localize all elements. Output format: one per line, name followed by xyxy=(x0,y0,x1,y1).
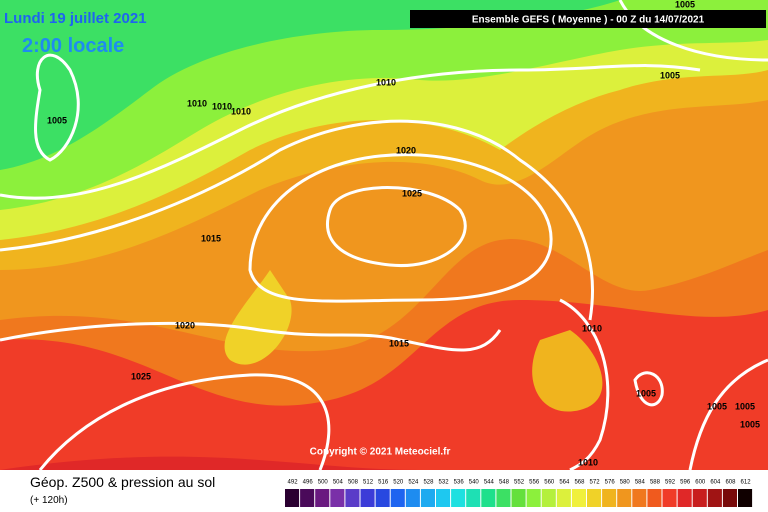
header-box xyxy=(410,10,766,28)
isobar-label: 1015 xyxy=(201,233,221,243)
legend-label: 608 xyxy=(725,480,736,486)
legend-swatch xyxy=(360,489,375,507)
legend-label: 520 xyxy=(393,480,404,486)
isobar-label: 1010 xyxy=(376,77,396,87)
legend-label: 592 xyxy=(665,480,676,486)
isobar-label: 1020 xyxy=(396,145,416,155)
legend-label: 552 xyxy=(514,480,525,486)
isobar-label: 1005 xyxy=(707,401,727,411)
isobar-label: 1010 xyxy=(187,98,207,108)
legend-label: 500 xyxy=(318,480,329,486)
legend-label: 612 xyxy=(741,480,752,486)
legend-swatch xyxy=(556,489,571,507)
isobar-label: 1015 xyxy=(389,338,409,348)
isobar-label: 1005 xyxy=(675,0,695,9)
isobar-label: 1010 xyxy=(231,106,251,116)
legend-swatch xyxy=(662,489,677,507)
legend-label: 572 xyxy=(590,480,601,486)
legend-label: 496 xyxy=(303,480,314,486)
legend-label: 556 xyxy=(529,480,540,486)
model-info: Ensemble GEFS ( Moyenne ) - 00 Z du 14/0… xyxy=(472,15,705,26)
legend-swatch xyxy=(647,489,662,507)
isobar-label: 1005 xyxy=(47,115,67,125)
isobar-label: 1025 xyxy=(402,188,422,198)
legend-label: 580 xyxy=(620,480,631,486)
legend-label: 492 xyxy=(288,480,299,486)
legend-label: 564 xyxy=(559,480,570,486)
copyright: Copyright © 2021 Meteociel.fr xyxy=(310,447,451,458)
legend-label: 584 xyxy=(635,480,646,486)
legend-label: 596 xyxy=(680,480,691,486)
isobar-label: 1010 xyxy=(582,323,602,333)
isobar-label: 1010 xyxy=(578,457,598,467)
legend-label: 544 xyxy=(484,480,495,486)
isobar-label: 1005 xyxy=(660,70,680,80)
lead-time: (+ 120h) xyxy=(30,495,68,506)
legend-swatch xyxy=(587,489,602,507)
legend-label: 504 xyxy=(333,480,344,486)
zone-amber-blob xyxy=(532,330,603,412)
isobar-label: 1020 xyxy=(175,320,195,330)
legend-swatch xyxy=(285,489,300,507)
legend-swatch xyxy=(496,489,511,507)
zone-red xyxy=(0,456,420,470)
legend-label: 508 xyxy=(348,480,359,486)
legend-label: 600 xyxy=(695,480,706,486)
legend-swatch xyxy=(707,489,722,507)
legend-swatch xyxy=(632,489,647,507)
isobar-label: 1005 xyxy=(740,419,760,429)
legend-swatch xyxy=(677,489,692,507)
legend-swatch xyxy=(526,489,541,507)
isobar-label: 1005 xyxy=(636,388,656,398)
legend-swatch xyxy=(315,489,330,507)
legend-swatch xyxy=(390,489,405,507)
legend-label: 524 xyxy=(408,480,419,486)
isobars xyxy=(0,0,768,472)
legend-swatch xyxy=(617,489,632,507)
legend-label: 560 xyxy=(544,480,555,486)
legend-label: 568 xyxy=(574,480,585,486)
legend-label: 512 xyxy=(363,480,374,486)
legend-swatch xyxy=(345,489,360,507)
local-time: 2:00 locale xyxy=(22,35,124,57)
legend-swatch xyxy=(420,489,435,507)
legend-swatch xyxy=(738,489,753,507)
legend-swatch xyxy=(300,489,315,507)
isobar-label: 1025 xyxy=(131,371,151,381)
legend-swatch xyxy=(330,489,345,507)
footer-title: Géop. Z500 & pression au sol xyxy=(30,474,215,490)
legend-label: 604 xyxy=(710,480,721,486)
legend-swatch xyxy=(451,489,466,507)
legend-swatch xyxy=(375,489,390,507)
legend-swatch xyxy=(436,489,451,507)
legend-label: 548 xyxy=(499,480,510,486)
isobar-label: 1010 xyxy=(212,101,232,111)
legend-label: 576 xyxy=(605,480,616,486)
legend-swatch xyxy=(405,489,420,507)
legend-label: 588 xyxy=(650,480,661,486)
legend-swatch xyxy=(722,489,737,507)
legend-label: 532 xyxy=(439,480,450,486)
legend-label: 516 xyxy=(378,480,389,486)
legend-label: 528 xyxy=(423,480,434,486)
date-title: Lundi 19 juillet 2021 xyxy=(4,10,147,27)
legend-swatch xyxy=(511,489,526,507)
isobar-label: 1005 xyxy=(735,401,755,411)
legend-swatch xyxy=(541,489,556,507)
zone-green-dark xyxy=(0,0,620,170)
legend-swatch xyxy=(466,489,481,507)
legend-swatch xyxy=(481,489,496,507)
legend-swatch xyxy=(692,489,707,507)
legend-label: 536 xyxy=(454,480,465,486)
legend-label: 540 xyxy=(469,480,480,486)
legend-swatch xyxy=(602,489,617,507)
legend-swatch xyxy=(571,489,586,507)
